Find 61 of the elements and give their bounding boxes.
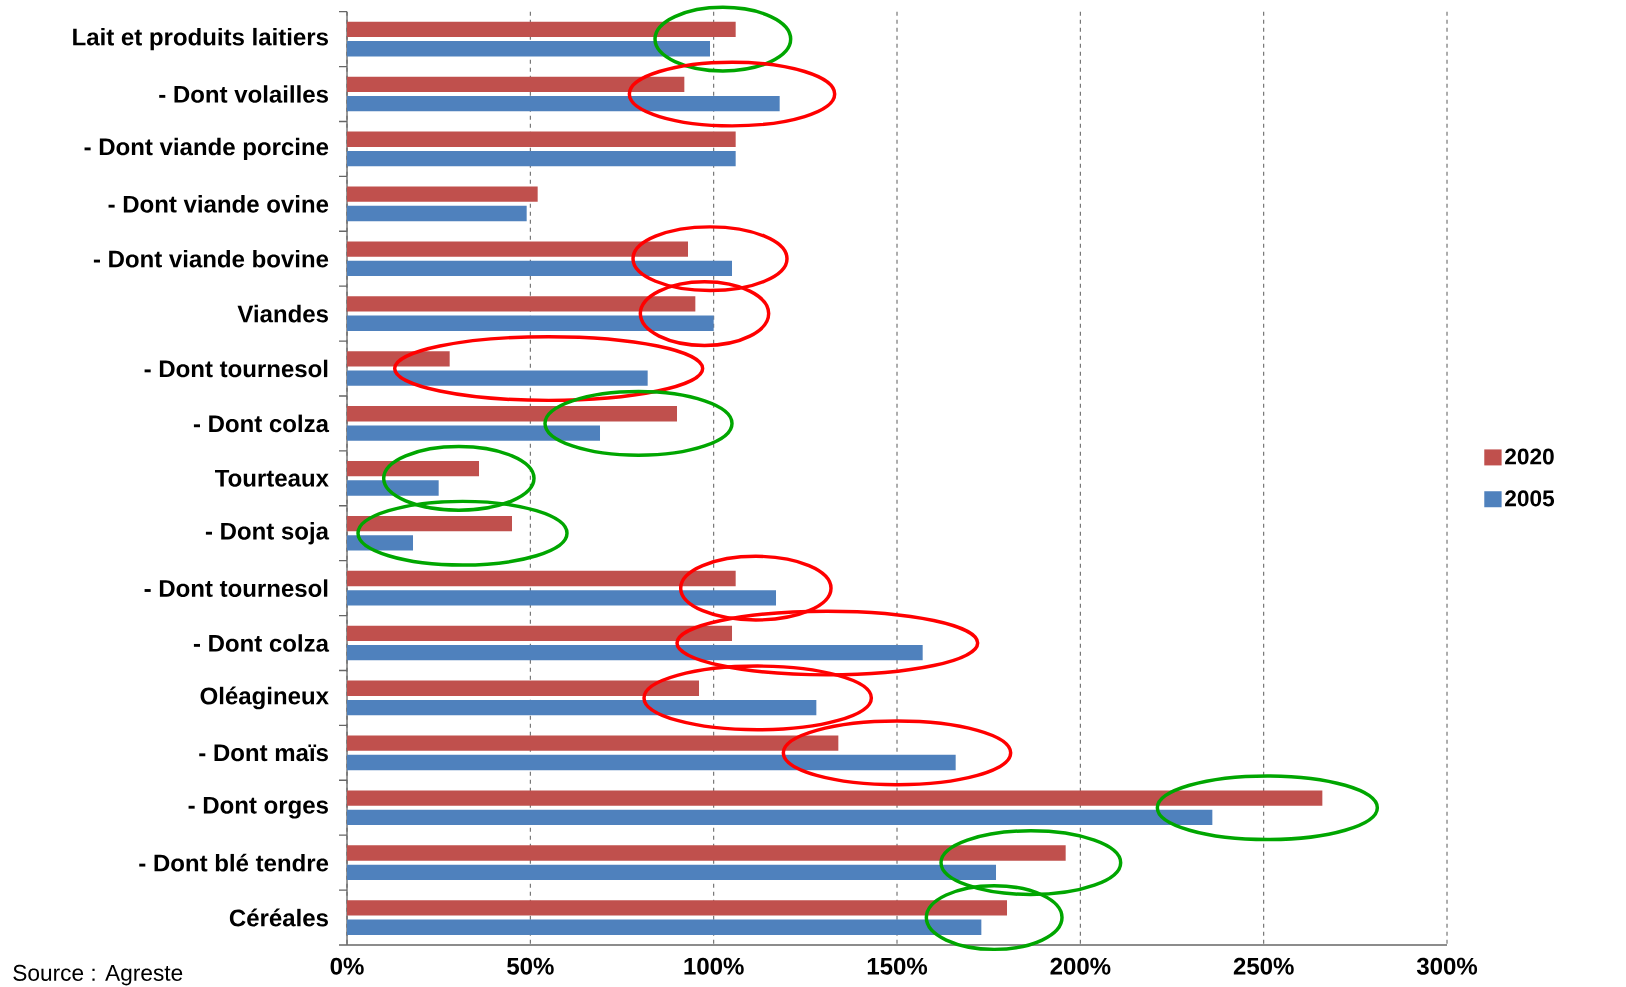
bar	[347, 351, 450, 367]
bar	[347, 96, 780, 112]
legend-label: 2020	[1505, 448, 1554, 465]
bar	[347, 460, 480, 477]
bar	[347, 76, 685, 93]
y-tick-label: - Dont soja	[205, 522, 330, 545]
y-tick-label: Viandes	[237, 304, 328, 323]
y-tick-label: Oléagineux	[200, 686, 329, 710]
bar	[347, 535, 414, 551]
y-tick-label: - Dont viande porcine	[84, 137, 329, 161]
y-tick-label: - Dont orges	[188, 796, 328, 819]
bar	[347, 625, 733, 642]
x-tick-label: 50%	[507, 957, 554, 975]
y-tick-label: - Dont tournesol	[144, 359, 328, 378]
bar	[347, 590, 777, 606]
bar	[347, 370, 648, 386]
bar	[347, 296, 696, 312]
bar	[347, 150, 736, 167]
y-tick-label: Lait et produits laitiers	[73, 27, 328, 51]
y-tick-label: Céréales	[229, 908, 328, 927]
bar	[347, 735, 839, 751]
y-tick-label: - Dont blé tendre	[139, 853, 329, 872]
y-tick-label: - Dont maïs	[199, 744, 328, 762]
bar	[347, 570, 736, 587]
bar	[347, 900, 1008, 916]
bar	[347, 480, 439, 496]
bar	[347, 21, 736, 38]
bar	[347, 425, 601, 441]
bar	[347, 131, 736, 147]
bar	[347, 809, 1213, 826]
y-tick-label: - Dont viande bovine	[93, 249, 329, 268]
bar	[347, 260, 733, 277]
bar	[347, 186, 538, 202]
bar	[347, 680, 700, 696]
x-tick-label: 200%	[1050, 957, 1111, 975]
bar	[347, 699, 817, 716]
x-tick-label: 300%	[1416, 957, 1478, 975]
y-tick-label: - Dont colza	[193, 634, 330, 652]
x-tick-label: 0%	[330, 957, 364, 975]
bar	[347, 41, 711, 57]
y-tick-label: - Dont tournesol	[144, 579, 328, 597]
bar	[347, 864, 997, 880]
x-tick-label: 250%	[1233, 957, 1294, 975]
bar	[347, 241, 689, 257]
bar	[347, 205, 527, 222]
bar	[347, 790, 1323, 806]
legend-label: 2005	[1505, 490, 1555, 507]
bar	[347, 406, 678, 422]
bar	[347, 919, 982, 935]
bar	[347, 315, 714, 331]
y-tick-label: - Dont colza	[193, 414, 330, 433]
x-tick-label: 100%	[684, 957, 744, 975]
bar	[347, 645, 923, 661]
y-tick-label: Tourteaux	[215, 469, 329, 487]
x-tick-label: 150%	[867, 957, 928, 975]
bar	[347, 754, 956, 771]
y-tick-label: - Dont viande ovine	[108, 195, 329, 213]
y-tick-label: - Dont volailles	[159, 85, 328, 103]
bar	[347, 515, 513, 532]
bar	[347, 845, 1066, 861]
source-note: Source : Agreste	[13, 964, 183, 986]
